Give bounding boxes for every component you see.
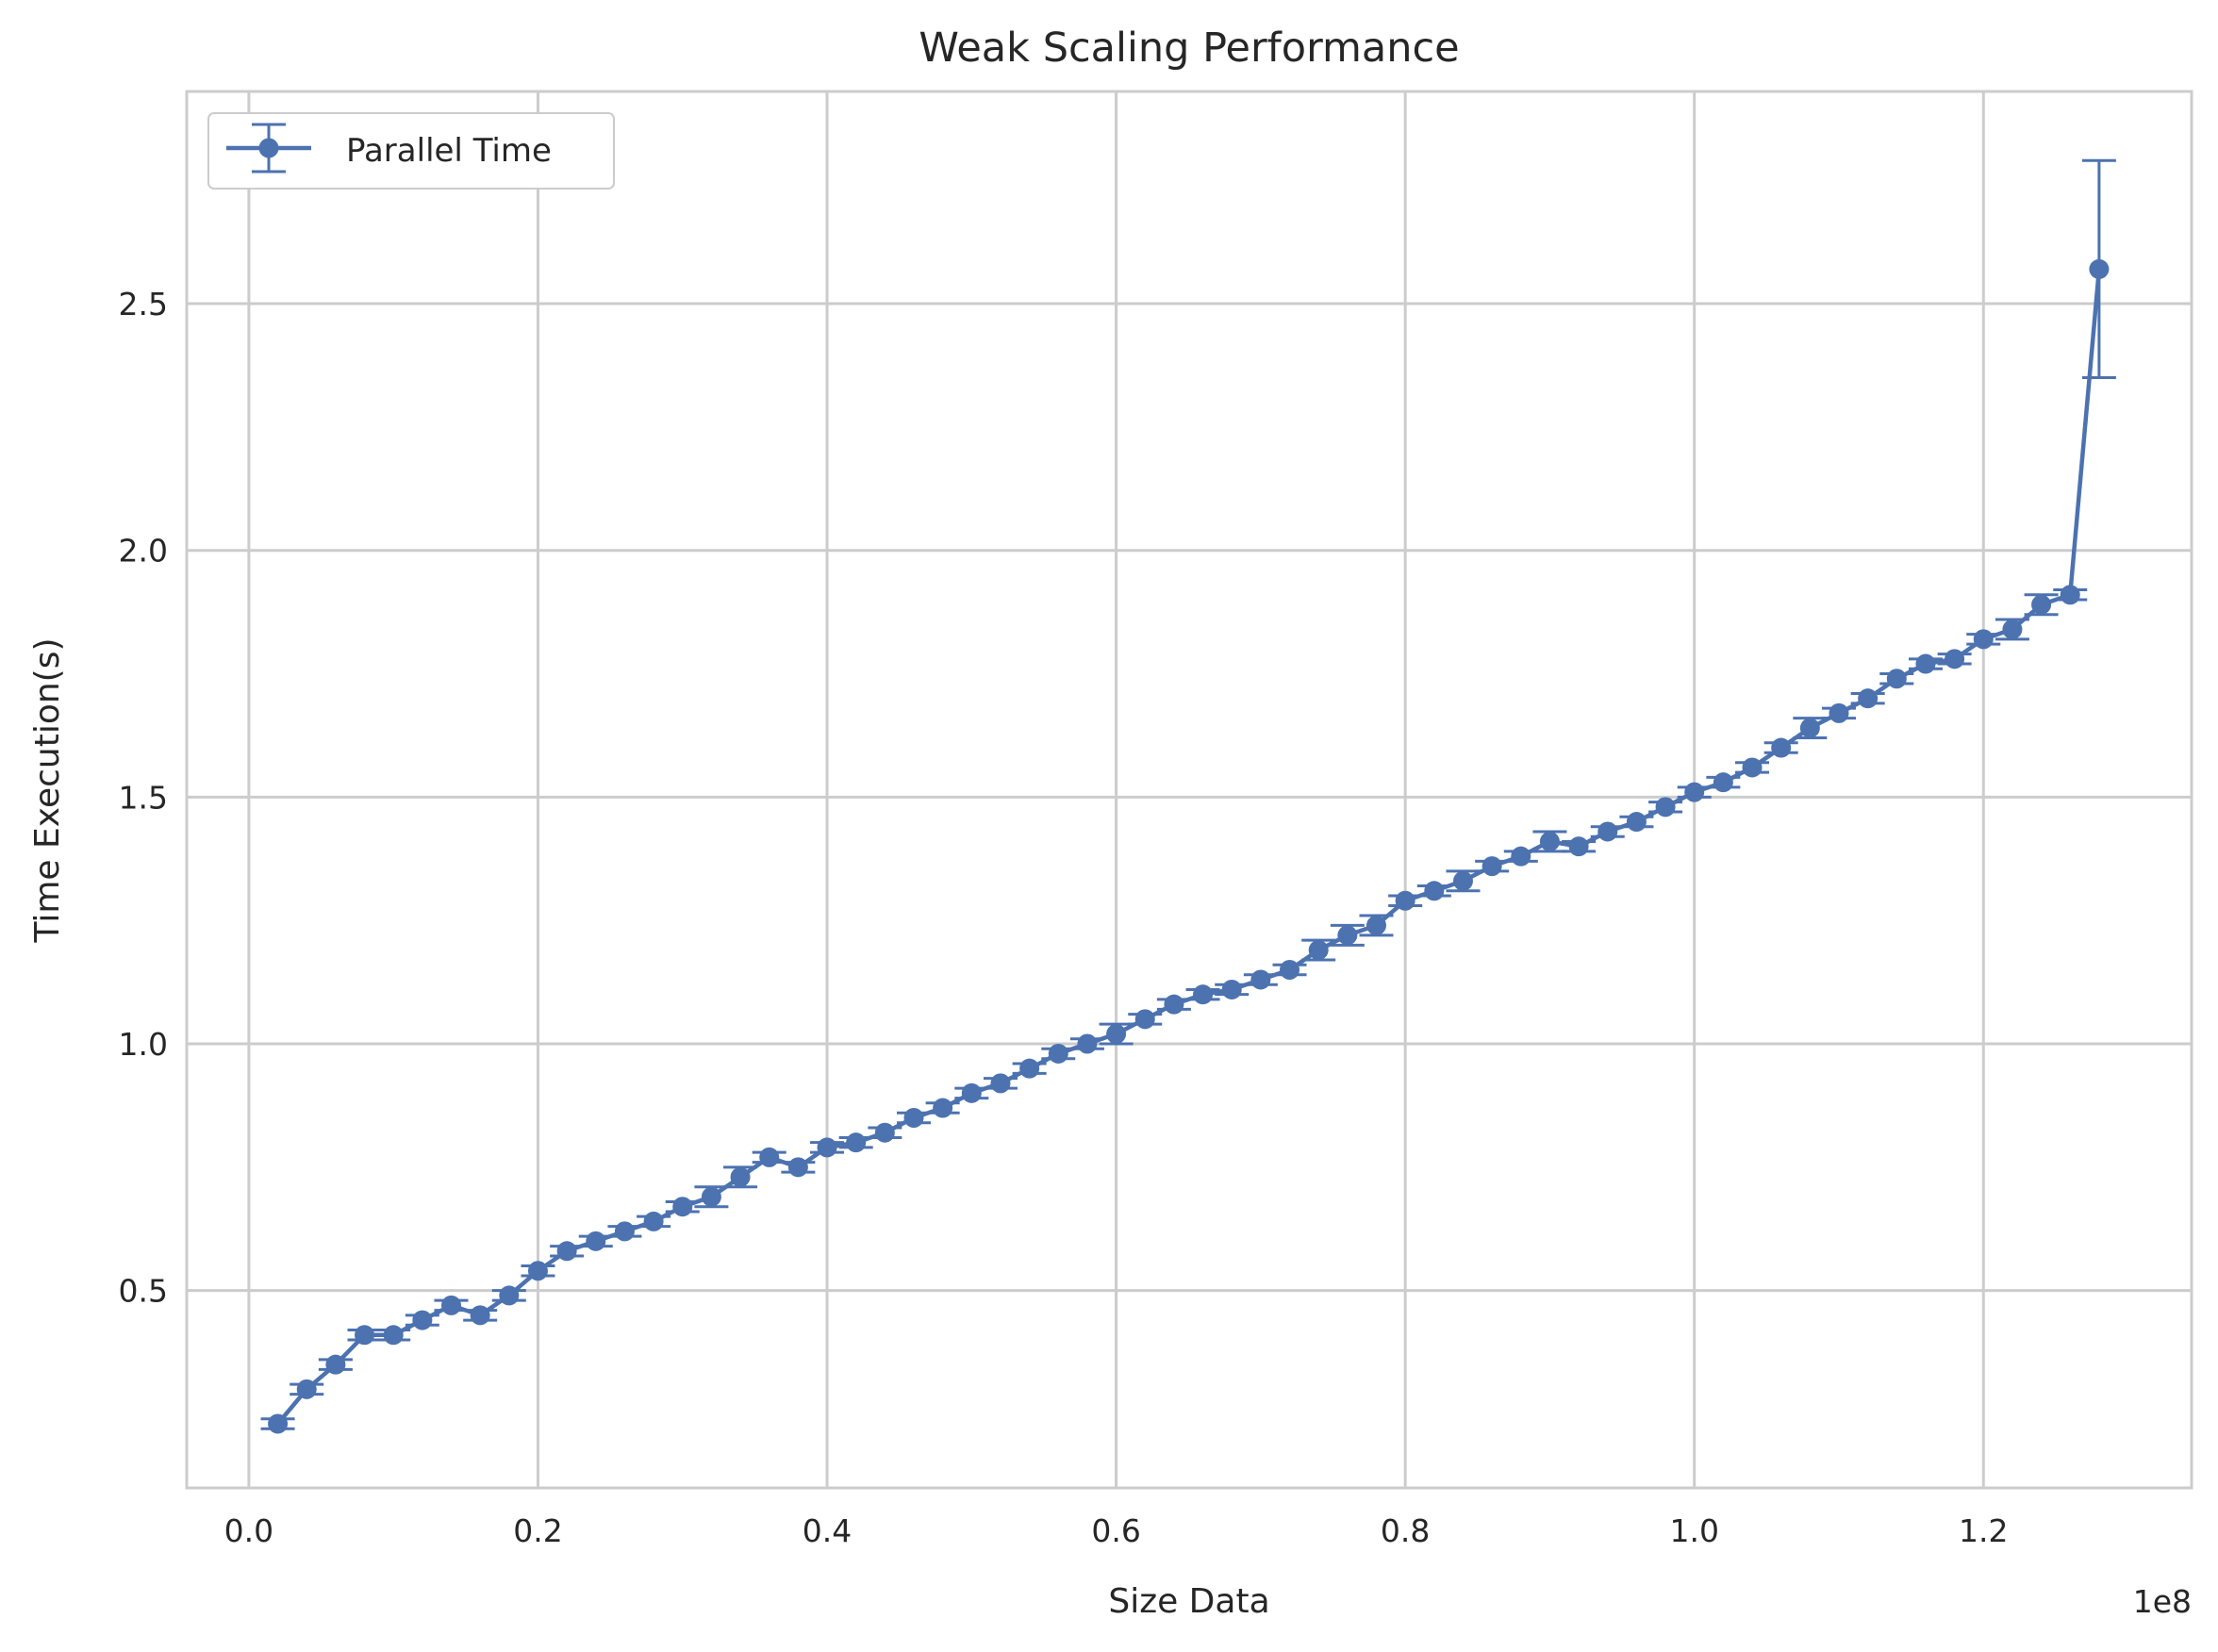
data-point bbox=[1308, 940, 1329, 961]
data-point bbox=[2031, 594, 2052, 615]
data-point bbox=[1193, 984, 1214, 1005]
x-tick-labels: 0.0 0.2 0.4 0.6 0.8 1.0 1.2 bbox=[224, 1512, 2009, 1549]
x-axis-offset-label: 1e8 bbox=[2133, 1583, 2192, 1620]
legend-marker bbox=[226, 123, 311, 173]
data-point bbox=[1250, 969, 1271, 990]
plot-area bbox=[185, 90, 2193, 1490]
data-point bbox=[527, 1261, 548, 1281]
x-tick-label: 1.2 bbox=[1959, 1512, 2008, 1549]
data-point bbox=[2002, 619, 2023, 639]
data-point bbox=[296, 1379, 317, 1399]
data-point bbox=[1019, 1058, 1040, 1079]
x-axis-label: Size Data bbox=[1108, 1582, 1269, 1621]
data-point bbox=[1742, 757, 1763, 778]
data-point bbox=[1973, 629, 1994, 650]
data-point bbox=[1945, 649, 1965, 669]
data-point bbox=[268, 1413, 289, 1434]
y-tick-labels: 0.5 1.0 1.5 2.0 2.5 bbox=[119, 286, 168, 1310]
data-point bbox=[933, 1098, 953, 1118]
data-point bbox=[672, 1197, 693, 1217]
data-point bbox=[1858, 688, 1879, 709]
data-point bbox=[556, 1241, 577, 1262]
data-point bbox=[846, 1132, 867, 1153]
data-point bbox=[1424, 881, 1445, 901]
data-point bbox=[1048, 1043, 1068, 1064]
data-point bbox=[1452, 870, 1473, 891]
data-point bbox=[1395, 890, 1415, 911]
data-point bbox=[1886, 669, 1907, 689]
data-point bbox=[1771, 737, 1792, 758]
data-point bbox=[1799, 718, 1820, 738]
data-point bbox=[1280, 960, 1300, 981]
data-point bbox=[325, 1354, 346, 1375]
series-points bbox=[268, 258, 2110, 1434]
y-tick-label: 0.5 bbox=[119, 1273, 168, 1310]
data-point bbox=[874, 1122, 895, 1143]
data-point bbox=[1539, 831, 1560, 851]
data-point bbox=[1134, 1009, 1155, 1030]
data-point bbox=[1626, 812, 1647, 833]
legend: Parallel Time bbox=[207, 112, 615, 190]
data-point bbox=[1655, 797, 1676, 818]
axes-background bbox=[187, 91, 2192, 1488]
data-point bbox=[1164, 994, 1184, 1015]
data-point bbox=[383, 1325, 404, 1346]
data-point bbox=[1077, 1033, 1098, 1054]
y-axis-label: Time Execution(s) bbox=[28, 637, 67, 943]
data-point bbox=[817, 1137, 837, 1158]
x-tick-label: 1.0 bbox=[1669, 1512, 1718, 1549]
x-tick-label: 0.2 bbox=[513, 1512, 562, 1549]
data-point bbox=[355, 1325, 375, 1346]
data-point bbox=[499, 1285, 520, 1306]
chart-title: Weak Scaling Performance bbox=[919, 25, 1459, 72]
data-point bbox=[1511, 846, 1531, 867]
x-tick-label: 0.0 bbox=[224, 1512, 273, 1549]
data-point bbox=[759, 1147, 780, 1167]
data-point bbox=[2089, 258, 2110, 279]
data-point bbox=[701, 1186, 721, 1207]
data-point bbox=[1829, 702, 1849, 723]
data-point bbox=[412, 1310, 433, 1330]
data-point bbox=[1337, 925, 1358, 946]
data-point bbox=[441, 1295, 462, 1315]
data-point bbox=[1915, 653, 1936, 674]
data-point bbox=[643, 1211, 664, 1231]
data-point bbox=[730, 1166, 751, 1187]
data-point bbox=[1481, 856, 1502, 877]
data-point bbox=[990, 1073, 1011, 1094]
data-point bbox=[1713, 772, 1733, 793]
x-tick-label: 0.8 bbox=[1381, 1512, 1430, 1549]
x-tick-label: 0.6 bbox=[1091, 1512, 1140, 1549]
data-point bbox=[2060, 585, 2080, 605]
data-point bbox=[787, 1157, 808, 1178]
y-tick-label: 2.0 bbox=[119, 533, 168, 570]
data-point bbox=[470, 1305, 490, 1326]
data-point bbox=[1221, 979, 1242, 999]
data-point bbox=[1568, 836, 1589, 857]
y-tick-label: 2.5 bbox=[119, 286, 168, 322]
data-point bbox=[1366, 915, 1386, 935]
y-tick-label: 1.0 bbox=[119, 1026, 168, 1063]
x-tick-label: 0.4 bbox=[803, 1512, 852, 1549]
series-line-group bbox=[275, 269, 2102, 1426]
data-point bbox=[1106, 1024, 1127, 1045]
legend-label: Parallel Time bbox=[346, 132, 552, 170]
axes-frame bbox=[185, 90, 2193, 1490]
data-point bbox=[614, 1221, 635, 1242]
data-point bbox=[1684, 782, 1705, 802]
legend-box bbox=[207, 112, 615, 190]
data-point bbox=[586, 1231, 606, 1251]
series-line bbox=[275, 269, 2102, 1426]
y-tick-label: 1.5 bbox=[119, 779, 168, 816]
data-point bbox=[961, 1082, 982, 1103]
data-point bbox=[903, 1108, 924, 1129]
data-point bbox=[1597, 821, 1618, 842]
